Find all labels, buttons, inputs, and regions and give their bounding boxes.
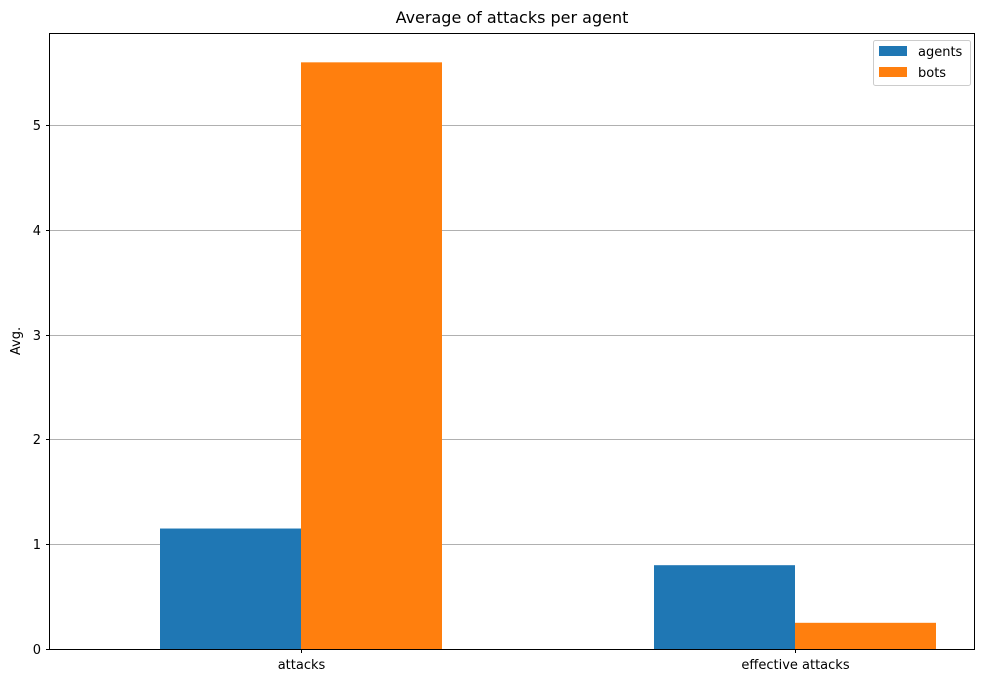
legend-label-bots: bots	[918, 66, 946, 81]
legend-swatch-agents	[879, 46, 907, 56]
legend: agents bots	[873, 40, 971, 86]
chart-title: Average of attacks per agent	[396, 8, 629, 27]
y-tick-label: 0	[33, 643, 41, 658]
plot-frame	[49, 33, 975, 650]
bar-agents-attacks	[160, 528, 301, 649]
bar-bots-attacks	[301, 62, 442, 650]
bar-bots-effective-attacks	[795, 622, 936, 649]
bar-agents-effective-attacks	[654, 565, 795, 649]
y-tick-label: 4	[33, 224, 41, 239]
y-tick-label: 3	[33, 329, 41, 344]
y-axis-label: Avg.	[9, 327, 24, 355]
bars	[160, 62, 936, 650]
legend-swatch-bots	[879, 67, 907, 77]
y-tick-label: 1	[33, 538, 41, 553]
y-tick-label: 2	[33, 433, 41, 448]
y-axis-ticks: 0 1 2 3 4 5	[33, 119, 50, 658]
x-axis-ticks: attacks effective attacks	[278, 649, 850, 673]
x-tick-label: attacks	[278, 658, 326, 673]
x-tick-label: effective attacks	[741, 658, 849, 673]
y-tick-label: 5	[33, 119, 41, 134]
legend-label-agents: agents	[918, 45, 963, 60]
